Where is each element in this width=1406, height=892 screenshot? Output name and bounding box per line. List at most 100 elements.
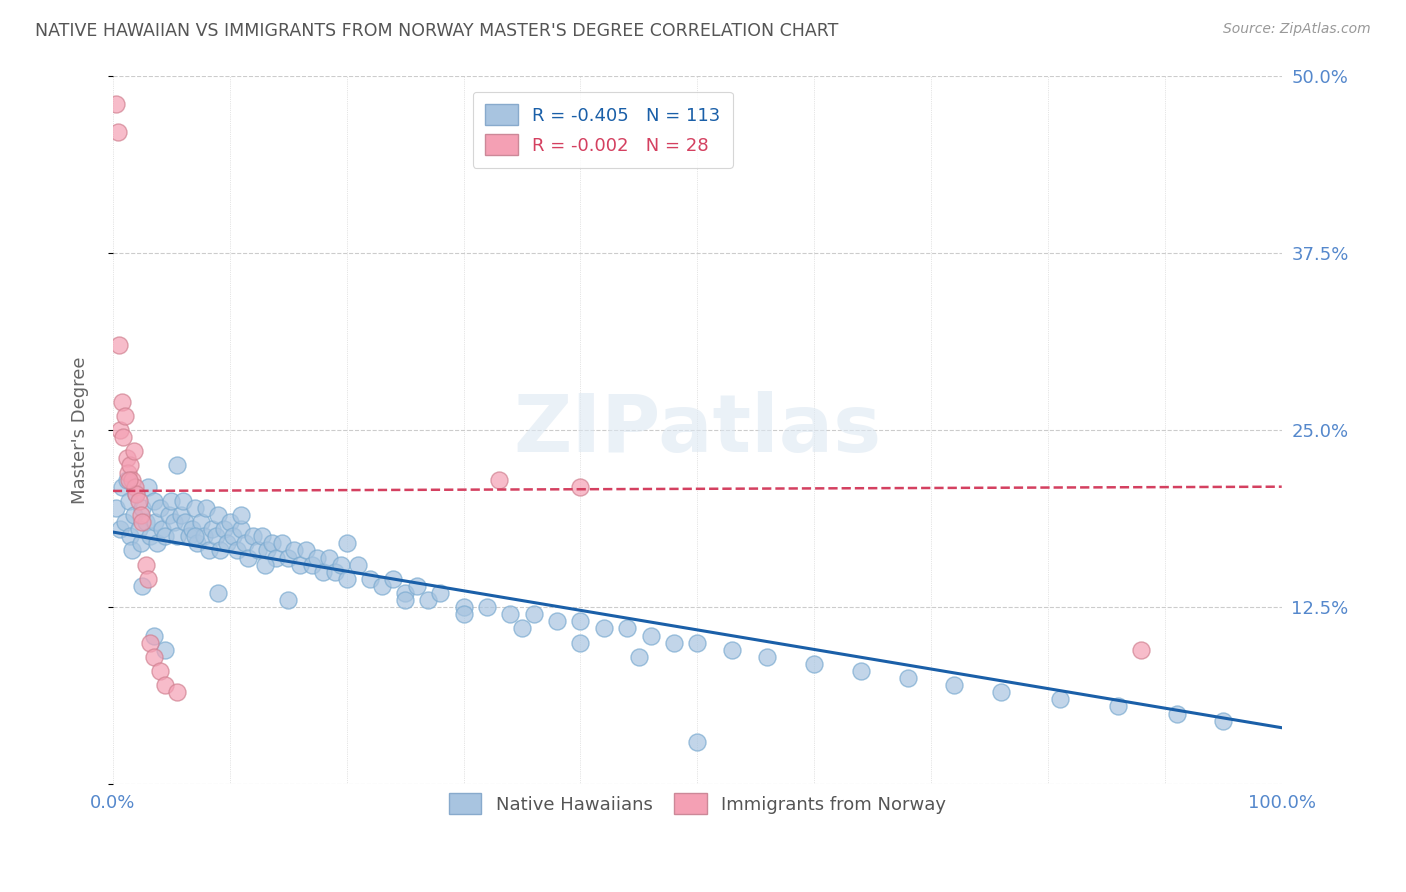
Point	[131, 500, 153, 515]
Point	[277, 593, 299, 607]
Point	[394, 593, 416, 607]
Point	[253, 558, 276, 572]
Point	[1107, 699, 1129, 714]
Point	[128, 522, 150, 536]
Point	[150, 522, 173, 536]
Point	[307, 550, 329, 565]
Point	[139, 635, 162, 649]
Point	[125, 487, 148, 501]
Point	[1166, 706, 1188, 721]
Point	[394, 586, 416, 600]
Point	[118, 494, 141, 508]
Point	[429, 586, 451, 600]
Point	[135, 515, 157, 529]
Point	[336, 572, 359, 586]
Point	[546, 615, 568, 629]
Point	[233, 536, 256, 550]
Point	[312, 565, 335, 579]
Point	[418, 593, 440, 607]
Point	[217, 536, 239, 550]
Point	[183, 529, 205, 543]
Point	[569, 635, 592, 649]
Point	[155, 529, 177, 543]
Point	[162, 515, 184, 529]
Point	[323, 565, 346, 579]
Point	[131, 579, 153, 593]
Point	[231, 522, 253, 536]
Point	[616, 622, 638, 636]
Point	[370, 579, 392, 593]
Point	[135, 558, 157, 572]
Point	[183, 500, 205, 515]
Point	[143, 515, 166, 529]
Point	[849, 664, 872, 678]
Point	[260, 536, 283, 550]
Point	[488, 473, 510, 487]
Point	[120, 458, 142, 473]
Point	[149, 500, 172, 515]
Point	[114, 409, 136, 423]
Point	[201, 522, 224, 536]
Point	[756, 649, 779, 664]
Point	[721, 642, 744, 657]
Point	[172, 494, 194, 508]
Point	[111, 394, 134, 409]
Point	[329, 558, 352, 572]
Point	[122, 444, 145, 458]
Point	[510, 622, 533, 636]
Legend: Native Hawaiians, Immigrants from Norway: Native Hawaiians, Immigrants from Norway	[437, 782, 957, 825]
Point	[136, 480, 159, 494]
Point	[115, 473, 138, 487]
Point	[897, 671, 920, 685]
Point	[453, 607, 475, 622]
Point	[129, 508, 152, 522]
Point	[131, 515, 153, 529]
Point	[803, 657, 825, 671]
Point	[107, 338, 129, 352]
Point	[197, 543, 219, 558]
Point	[301, 558, 323, 572]
Point	[120, 529, 142, 543]
Point	[242, 529, 264, 543]
Text: ZIPatlas: ZIPatlas	[513, 391, 882, 469]
Point	[204, 529, 226, 543]
Point	[155, 642, 177, 657]
Point	[686, 735, 709, 749]
Point	[166, 685, 188, 699]
Point	[640, 629, 662, 643]
Point	[146, 536, 169, 550]
Point	[174, 515, 197, 529]
Point	[115, 451, 138, 466]
Point	[105, 96, 128, 111]
Point	[139, 529, 162, 543]
Point	[252, 529, 274, 543]
Point	[288, 558, 311, 572]
Point	[271, 536, 294, 550]
Point	[475, 600, 498, 615]
Point	[943, 678, 966, 692]
Point	[359, 572, 381, 586]
Point	[212, 522, 235, 536]
Point	[155, 678, 177, 692]
Point	[225, 543, 247, 558]
Point	[231, 508, 253, 522]
Point	[209, 543, 232, 558]
Point	[142, 629, 165, 643]
Point	[166, 458, 188, 473]
Point	[336, 536, 359, 550]
Point	[256, 543, 278, 558]
Point	[125, 487, 148, 501]
Y-axis label: Master's Degree: Master's Degree	[72, 356, 89, 504]
Point	[283, 543, 305, 558]
Point	[686, 635, 709, 649]
Point	[157, 508, 180, 522]
Point	[523, 607, 546, 622]
Point	[181, 522, 204, 536]
Point	[347, 558, 370, 572]
Point	[128, 494, 150, 508]
Point	[238, 550, 260, 565]
Point	[990, 685, 1012, 699]
Point	[160, 494, 183, 508]
Point	[136, 572, 159, 586]
Point	[142, 649, 165, 664]
